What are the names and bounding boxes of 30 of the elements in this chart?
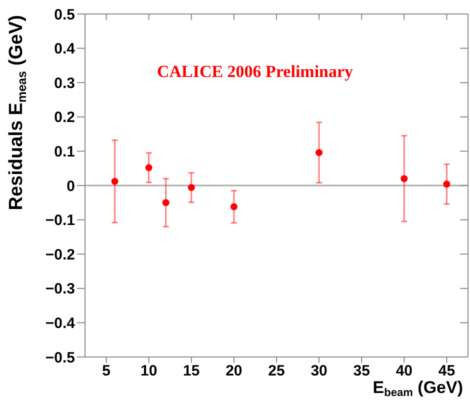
y-tick-label: −0.1 — [45, 212, 75, 230]
y-tick-label: −0.4 — [45, 315, 76, 332]
x-tick-label: 45 — [438, 362, 456, 380]
point — [145, 164, 152, 172]
annotation: CALICE 2006 Preliminary — [156, 62, 354, 81]
point — [400, 175, 408, 182]
x-tick-label: 30 — [310, 362, 328, 380]
x-axis-title: E$_{beam}$ (GeV) — [372, 378, 463, 400]
point — [162, 199, 170, 206]
point — [316, 149, 323, 156]
y-tick-label: −0.3 — [45, 280, 75, 298]
x-tick-label: 25 — [268, 362, 285, 380]
y-tick-label: −0.5 — [45, 349, 75, 366]
y-tick-label: 0.3 — [54, 74, 75, 92]
y-tick-label: 0.1 — [54, 144, 75, 161]
y-tick-label: 0.5 — [54, 6, 75, 24]
x-tick-label: 35 — [353, 362, 370, 380]
y-tick-label: 0 — [66, 178, 75, 195]
x-tick-label: 15 — [183, 362, 200, 380]
point — [111, 178, 118, 185]
x-tick-label: 20 — [226, 362, 242, 380]
point — [188, 184, 195, 192]
point — [443, 180, 450, 188]
point — [230, 203, 238, 210]
y-tick-label: −0.2 — [45, 246, 75, 264]
y-tick-label: 0.2 — [54, 109, 75, 126]
x-tick-label: 40 — [396, 362, 413, 380]
y-tick-label: 0.4 — [54, 40, 76, 58]
x-tick-label: 5 — [102, 362, 110, 380]
x-tick-label: 10 — [140, 362, 158, 380]
